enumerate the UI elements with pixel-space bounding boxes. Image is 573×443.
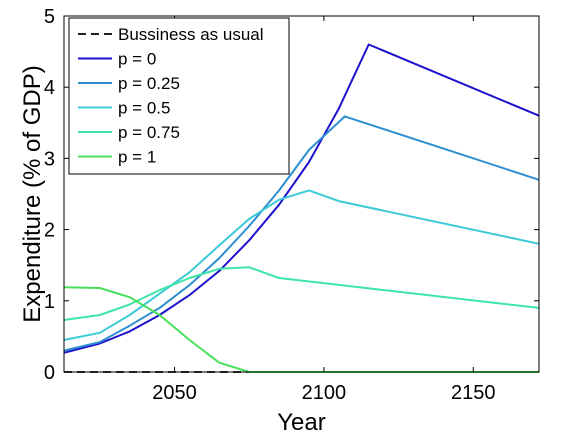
legend: Bussiness as usual p = 0 p = 0.25 p = 0.5 p … <box>68 17 290 175</box>
series-line-4 <box>63 266 540 321</box>
legend-label-1: p = 0 <box>118 50 156 69</box>
x-axis-title: Year <box>277 409 326 436</box>
y-tick-label: 4 <box>44 77 55 99</box>
series-line-3 <box>63 189 540 341</box>
legend-label-5: p = 1 <box>118 148 156 167</box>
legend-box <box>68 17 290 175</box>
legend-label-2: p = 0.25 <box>118 74 180 93</box>
y-tick-label: 3 <box>44 148 55 170</box>
series-line-1 <box>63 43 540 354</box>
plot-frame <box>63 15 540 373</box>
x-tick-label: 2050 <box>152 382 197 404</box>
ticks-layer: 2050 2100 2150 0 1 2 3 4 5 <box>44 6 539 404</box>
legend-label-4: p = 0.75 <box>118 123 180 142</box>
legend-label-3: p = 0.5 <box>118 99 170 118</box>
x-tick-label: 2150 <box>451 382 496 404</box>
y-tick-label: 2 <box>44 220 55 242</box>
series-line-2 <box>63 115 540 352</box>
legend-label-0: Bussiness as usual <box>118 25 264 44</box>
y-tick-label: 0 <box>44 362 55 384</box>
x-tick-label: 2100 <box>302 382 347 404</box>
y-tick-label: 5 <box>44 6 55 28</box>
y-tick-label: 1 <box>44 291 55 313</box>
y-axis-title: Expenditure (% of GDP) <box>19 65 46 322</box>
